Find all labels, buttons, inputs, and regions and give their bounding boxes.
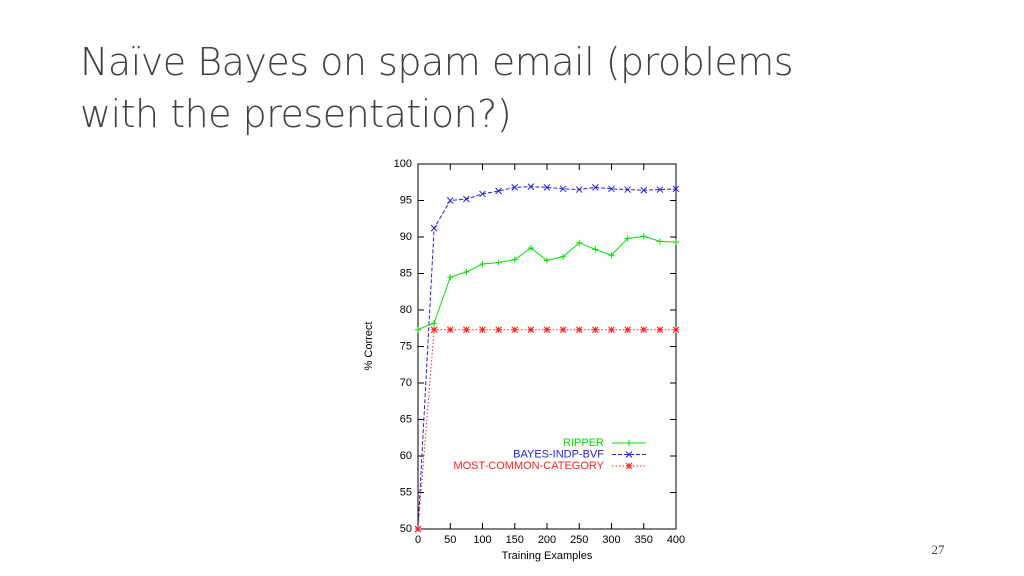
data-point [430,224,438,232]
data-point [592,184,599,191]
data-point [431,320,438,327]
data-point [447,274,454,281]
data-point [511,256,518,263]
data-point [430,326,438,334]
data-point [495,326,502,334]
data-point [624,326,631,334]
legend-label: RIPPER [563,437,604,449]
data-point [479,261,486,268]
y-tick-label: 60 [400,450,412,462]
x-tick-label: 400 [667,534,685,546]
legend-marker [626,440,632,446]
x-tick-label: 0 [415,534,421,546]
data-point [544,257,550,264]
data-point [543,184,551,191]
legend-marker [625,451,633,458]
y-tick-label: 50 [400,523,412,535]
data-point [656,326,664,334]
data-point [624,235,631,242]
series-line [417,235,677,331]
y-tick-label: 70 [400,377,412,389]
data-point [495,259,502,266]
data-point [463,269,470,276]
data-point [656,186,664,193]
data-point [672,326,680,334]
data-point [640,233,647,240]
y-tick-label: 85 [400,267,412,279]
legend-marker [625,462,633,470]
plot-frame [417,163,677,530]
data-point [608,252,615,259]
legend-label: MOST-COMMON-CATEGORY [453,460,604,472]
data-point [640,186,648,194]
data-point [608,326,615,334]
legend-label: BAYES-INDP-BVF [513,448,604,460]
y-tick-label: 75 [400,340,412,352]
y-tick-label: 100 [394,158,412,170]
data-point [560,253,567,260]
x-tick-label: 100 [473,534,491,546]
series-line [417,329,676,530]
data-point [592,246,599,253]
data-point [511,326,519,334]
data-point [463,326,470,334]
data-point [672,185,680,193]
x-axis-label: Training Examples [502,550,593,562]
data-point [592,326,599,334]
series-line [417,186,677,530]
page-number: 27 [932,542,946,557]
x-tick-label: 350 [635,534,653,546]
data-point [446,197,454,204]
data-point [479,190,486,198]
data-point [624,186,631,193]
slide-title: Naïve Bayes on spam email (problems with… [80,40,794,136]
x-tick-label: 200 [538,534,556,546]
y-tick-label: 95 [400,194,412,206]
data-point [511,184,519,191]
data-point [575,326,583,334]
x-tick-label: 50 [444,534,456,546]
data-point [527,183,535,190]
data-point [463,195,470,203]
y-tick-label: 55 [400,486,412,498]
data-point [414,525,422,533]
data-point [527,326,535,334]
data-point [543,326,551,334]
data-point [608,185,615,193]
data-point [576,239,583,246]
x-tick-label: 300 [602,534,620,546]
data-point [527,244,534,251]
x-tick-label: 150 [506,534,524,546]
data-point [559,326,567,334]
data-point [446,326,454,334]
data-point [495,187,502,195]
y-tick-label: 90 [400,231,412,243]
data-point [415,326,421,333]
y-tick-label: 80 [400,304,412,316]
data-point [575,186,583,193]
data-point [640,326,648,334]
y-tick-label: 65 [400,413,412,425]
y-axis-label: % Correct [363,322,375,371]
data-point [673,239,679,246]
data-point [559,185,567,193]
data-point [656,238,663,245]
data-point [479,326,486,334]
x-tick-label: 250 [570,534,588,546]
